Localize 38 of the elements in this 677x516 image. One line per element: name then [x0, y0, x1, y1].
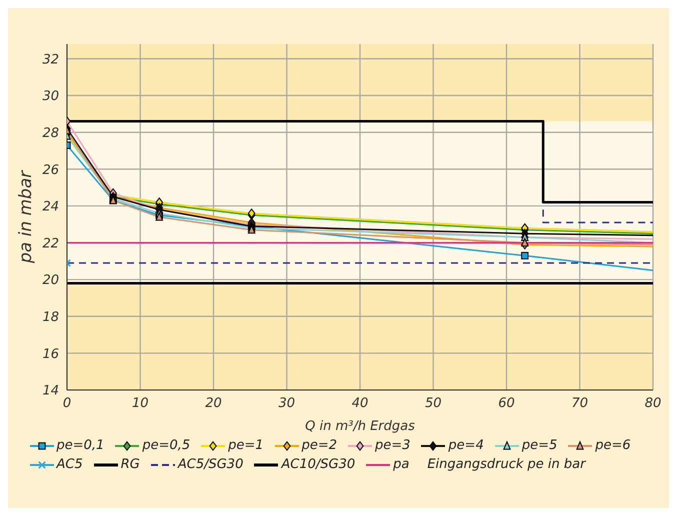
y-tick-label: 16: [42, 346, 59, 362]
legend-label: pe=0,5: [142, 438, 190, 453]
y-tick-label: 22: [42, 236, 59, 252]
legend-label: pe=4: [448, 438, 484, 453]
point: [521, 252, 529, 260]
legend-label: AC5: [56, 457, 83, 472]
y-tick-label: 14: [42, 384, 59, 399]
y-tick-label: 24: [42, 200, 59, 215]
legend-label: pe=3: [375, 438, 410, 453]
y-tick-label: 30: [42, 89, 59, 104]
y-tick-label: 28: [42, 126, 59, 141]
x-axis-title: Q in m³/h Erdgas: [305, 419, 416, 434]
y-tick-label: 26: [42, 162, 59, 178]
legend-label: RG: [120, 457, 140, 472]
legend-label: pa: [393, 457, 410, 472]
legend-label: AC5/SG30: [178, 457, 244, 472]
x-tick-label: 0: [62, 396, 72, 412]
legend-label: pe=1: [228, 438, 264, 453]
legend-label: pe=6: [595, 438, 631, 453]
x-tick-label: 80: [644, 396, 662, 412]
point: [521, 238, 529, 246]
legend-label: pe=5: [522, 438, 558, 453]
x-tick-label: 50: [424, 396, 442, 412]
x-tick-label: 20: [205, 396, 222, 412]
x-tick-label: 10: [132, 396, 149, 412]
y-tick-label: 32: [42, 52, 59, 68]
legend-label: pe=0,1: [56, 438, 104, 453]
point: [248, 225, 256, 234]
y-tick-label: 20: [42, 273, 59, 288]
x-tick-label: 30: [278, 396, 296, 412]
x-tick-label: 70: [571, 396, 588, 412]
x-tick-label: 40: [352, 396, 368, 412]
legend-title: Eingangsdruck pe in bar: [427, 457, 586, 472]
legend-label: AC10/SG30: [281, 457, 356, 472]
y-tick-label: 18: [42, 310, 59, 325]
legend-label: pe=2: [302, 438, 337, 453]
y-axis-title: pa in mbar: [16, 170, 36, 264]
x-tick-label: 60: [498, 396, 515, 412]
